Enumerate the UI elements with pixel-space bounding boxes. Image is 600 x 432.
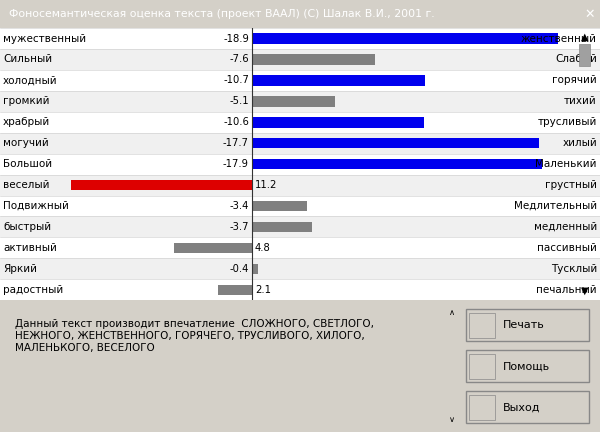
Text: печальный: печальный: [536, 285, 597, 295]
Bar: [252, 75, 425, 86]
Text: Слабый: Слабый: [555, 54, 597, 64]
Bar: [0, 49, 600, 70]
Bar: [252, 33, 558, 44]
Text: быстрый: быстрый: [3, 222, 51, 232]
Text: ✕: ✕: [584, 7, 595, 21]
Bar: [71, 180, 252, 191]
Text: храбрый: храбрый: [3, 118, 50, 127]
Bar: [0, 216, 600, 238]
Bar: [0, 175, 600, 196]
FancyBboxPatch shape: [469, 313, 495, 337]
Text: горячий: горячий: [552, 76, 597, 86]
FancyBboxPatch shape: [469, 354, 495, 378]
Text: Фоносемантическая оценка текста (проект ВААЛ) (С) Шалак В.И., 2001 г.: Фоносемантическая оценка текста (проект …: [9, 9, 434, 19]
Text: радостный: радостный: [3, 285, 63, 295]
Bar: [0, 258, 600, 280]
Bar: [218, 285, 252, 295]
Text: медленный: медленный: [534, 222, 597, 232]
Text: -18.9: -18.9: [223, 34, 249, 44]
Text: Маленький: Маленький: [536, 159, 597, 169]
Bar: [0, 133, 600, 154]
Text: -3.7: -3.7: [229, 222, 249, 232]
Bar: [578, 44, 590, 66]
Text: 4.8: 4.8: [255, 243, 271, 253]
Bar: [252, 117, 424, 127]
Bar: [0, 280, 600, 300]
Text: ∧: ∧: [449, 308, 455, 317]
Text: -0.4: -0.4: [230, 264, 249, 274]
Text: Яркий: Яркий: [3, 264, 37, 274]
Bar: [252, 201, 307, 211]
Text: Сильный: Сильный: [3, 54, 52, 64]
Bar: [252, 222, 312, 232]
Text: 11.2: 11.2: [255, 180, 277, 190]
Text: громкий: громкий: [3, 96, 49, 106]
Text: -3.4: -3.4: [230, 201, 249, 211]
Bar: [252, 159, 542, 169]
Text: трусливый: трусливый: [538, 118, 597, 127]
Text: ∨: ∨: [449, 415, 455, 424]
Bar: [252, 96, 335, 107]
Text: Тусклый: Тусклый: [551, 264, 597, 274]
Text: Выход: Выход: [503, 402, 540, 412]
Text: 2.1: 2.1: [255, 285, 271, 295]
Text: Медлительный: Медлительный: [514, 201, 597, 211]
Bar: [0, 196, 600, 216]
Text: Печать: Печать: [503, 320, 545, 330]
Bar: [252, 138, 539, 149]
Bar: [0, 154, 600, 175]
Text: активный: активный: [3, 243, 57, 253]
Text: тихий: тихий: [564, 96, 597, 106]
Text: пассивный: пассивный: [537, 243, 597, 253]
Text: хилый: хилый: [562, 138, 597, 148]
Text: грустный: грустный: [545, 180, 597, 190]
Text: Данный текст производит впечатление  СЛОЖНОГО, СВЕТЛОГО,
НЕЖНОГО, ЖЕНСТВЕННОГО, : Данный текст производит впечатление СЛОЖ…: [15, 319, 374, 353]
Text: Большой: Большой: [3, 159, 52, 169]
FancyBboxPatch shape: [466, 309, 589, 341]
Bar: [252, 54, 375, 65]
Text: холодный: холодный: [3, 76, 58, 86]
FancyBboxPatch shape: [469, 395, 495, 419]
Text: женственный: женственный: [521, 34, 597, 44]
Text: Помощь: Помощь: [503, 361, 550, 371]
Text: веселый: веселый: [3, 180, 49, 190]
Text: -17.7: -17.7: [223, 138, 249, 148]
Text: ▲: ▲: [581, 32, 588, 42]
Text: -10.6: -10.6: [223, 118, 249, 127]
Bar: [0, 28, 600, 49]
Bar: [0, 70, 600, 91]
Text: -7.6: -7.6: [229, 54, 249, 64]
Bar: [0, 238, 600, 258]
Text: -10.7: -10.7: [223, 76, 249, 86]
Bar: [174, 243, 252, 253]
FancyBboxPatch shape: [466, 350, 589, 382]
Text: мужественный: мужественный: [3, 34, 86, 44]
Text: могучий: могучий: [3, 138, 49, 148]
Text: -5.1: -5.1: [229, 96, 249, 106]
Bar: [0, 112, 600, 133]
Text: Подвижный: Подвижный: [3, 201, 69, 211]
Text: ▼: ▼: [581, 286, 588, 296]
FancyBboxPatch shape: [466, 391, 589, 423]
Text: -17.9: -17.9: [223, 159, 249, 169]
Bar: [252, 264, 259, 274]
Bar: [0, 91, 600, 112]
